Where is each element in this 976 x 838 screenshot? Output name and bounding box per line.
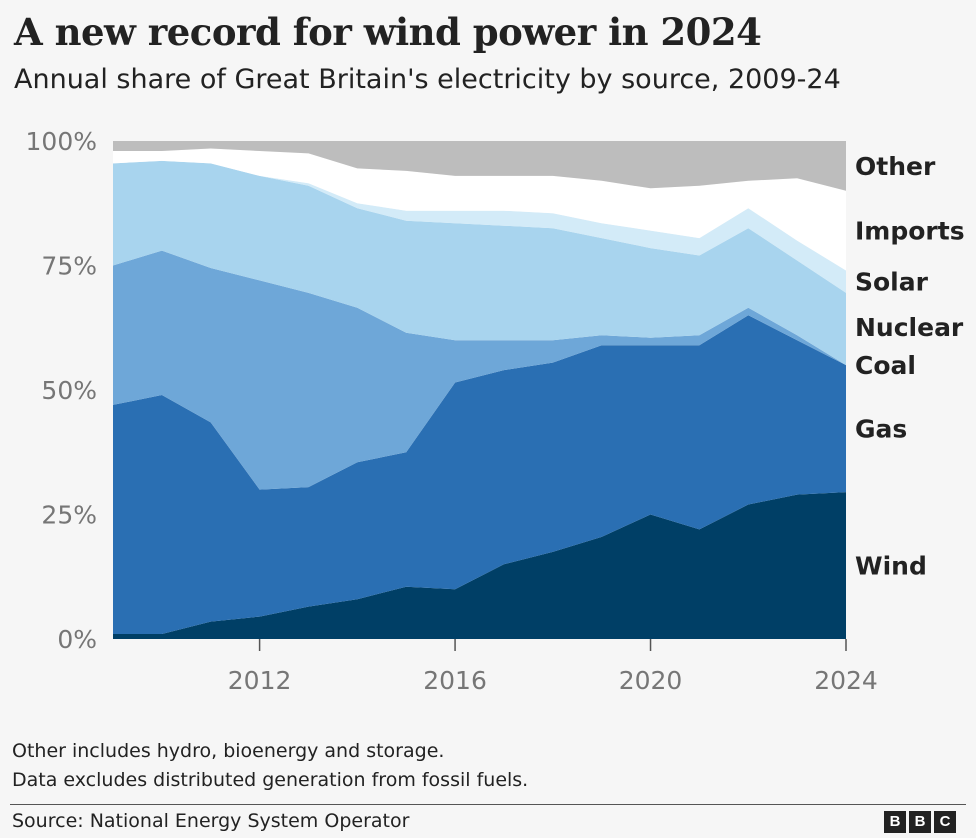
y-tick-label: 50% [41,376,97,405]
series-label-wind: Wind [855,552,927,581]
series-label-other: Other [855,152,936,181]
area-layers [113,141,846,639]
x-tick-label: 2016 [423,666,487,695]
area-coal [113,250,846,490]
series-label-gas: Gas [855,415,907,444]
y-tick-label: 0% [57,625,97,654]
series-label-imports: Imports [855,217,965,246]
logo-letter: B [909,811,931,833]
y-tick-label: 75% [41,252,97,281]
series-labels: Wind Gas Coal Nuclear Solar Imports Other [855,152,965,581]
area-imports [113,148,846,271]
series-label-coal: Coal [855,351,916,380]
note-line: Other includes hydro, bioenergy and stor… [12,740,445,762]
axes: 0% 25% 50% 75% 100% 2012 2016 2020 2024 [26,127,878,695]
chart-title: A new record for wind power in 2024 [14,10,762,54]
bbc-logo: B B C [884,811,956,833]
area-wind [113,492,846,639]
y-tick-label: 100% [26,127,97,156]
note-line: Data excludes distributed generation fro… [12,769,529,791]
area-nuclear [113,160,846,366]
area-gas [113,315,846,634]
logo-letter: B [884,811,906,833]
area-other [113,141,846,191]
chart-subtitle: Annual share of Great Britain's electric… [14,64,841,95]
source-credit: Source: National Energy System Operator [12,810,410,832]
y-tick-label: 25% [41,501,97,530]
footer-divider [10,804,966,805]
x-tick-label: 2012 [228,666,292,695]
logo-letter: C [934,811,956,833]
x-tick-label: 2024 [814,666,878,695]
x-tick-label: 2020 [619,666,683,695]
series-label-solar: Solar [855,268,929,297]
chart-notes: Other includes hydro, bioenergy and stor… [12,737,528,795]
series-label-nuclear: Nuclear [855,313,964,342]
